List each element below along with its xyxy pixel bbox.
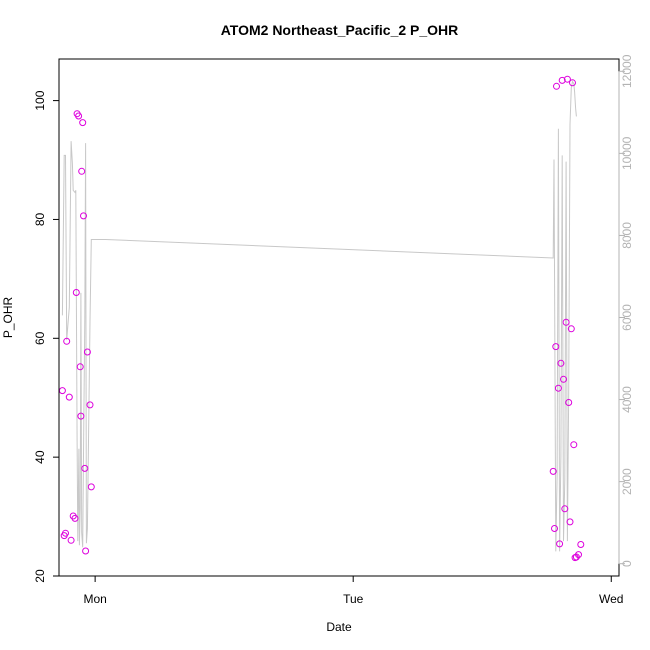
data-point [75, 112, 83, 120]
data-point [560, 375, 567, 383]
data-point [565, 399, 573, 406]
x-tick-label: Wed [599, 592, 623, 606]
data-point [551, 525, 558, 532]
y-axis-label: P_OHR [1, 296, 15, 338]
x-axis: Mon Tue Wed [83, 575, 623, 606]
data-point [67, 536, 75, 544]
data-point [76, 363, 84, 371]
data-point [570, 441, 578, 449]
data-point [80, 212, 87, 220]
x-tick-label: Mon [83, 592, 106, 606]
y2-tick-label: 12000 [620, 54, 634, 88]
data-point [79, 119, 87, 127]
data-point [81, 464, 89, 472]
y2-tick-label: 0 [620, 560, 634, 567]
data-point [77, 412, 85, 420]
data-point [83, 348, 91, 356]
y-tick-label: 40 [33, 450, 47, 464]
data-point [557, 359, 565, 367]
data-point [78, 167, 86, 175]
data-point [556, 540, 564, 548]
data-point [65, 393, 73, 401]
y2-tick-label: 8000 [620, 222, 634, 249]
series-line [61, 80, 577, 552]
line-layer [61, 80, 577, 552]
chart-title-group: ATOM2 Northeast_Pacific_2 P_OHR [221, 22, 459, 38]
y2-tick-label: 4000 [620, 386, 634, 413]
y-tick-label: 100 [33, 90, 47, 110]
data-point [566, 518, 574, 526]
data-point [567, 325, 575, 333]
y-axis-left: 20 40 60 80 100 [33, 90, 60, 583]
data-point [561, 505, 569, 513]
data-point [549, 467, 557, 475]
y2-tick-label: 2000 [620, 468, 634, 495]
chart-title: ATOM2 Northeast_Pacific_2 P_OHR [221, 22, 459, 38]
data-point [562, 318, 570, 326]
data-point [58, 387, 66, 395]
data-point [577, 541, 585, 548]
x-axis-label: Date [326, 620, 352, 634]
data-point [558, 76, 566, 84]
data-point [71, 514, 79, 522]
data-point [569, 79, 576, 87]
data-point [553, 82, 560, 90]
data-point [86, 401, 94, 409]
data-point [563, 75, 571, 83]
data-point [62, 529, 69, 537]
y2-tick-label: 6000 [620, 304, 634, 331]
y-tick-label: 20 [33, 569, 47, 583]
data-point [72, 289, 80, 296]
data-point [87, 483, 95, 491]
y-tick-label: 60 [33, 331, 47, 345]
data-point [575, 551, 582, 559]
data-point [554, 384, 562, 392]
y-axis-right: 0 2000 4000 6000 8000 10000 12000 [618, 54, 634, 567]
data-point [82, 547, 90, 555]
data-point [63, 337, 71, 345]
point-layer [58, 75, 585, 562]
y-tick-label: 80 [33, 212, 47, 226]
y2-tick-label: 10000 [620, 136, 634, 170]
data-point [552, 343, 560, 351]
plot-frame [58, 58, 620, 577]
x-tick-label: Tue [343, 592, 364, 606]
